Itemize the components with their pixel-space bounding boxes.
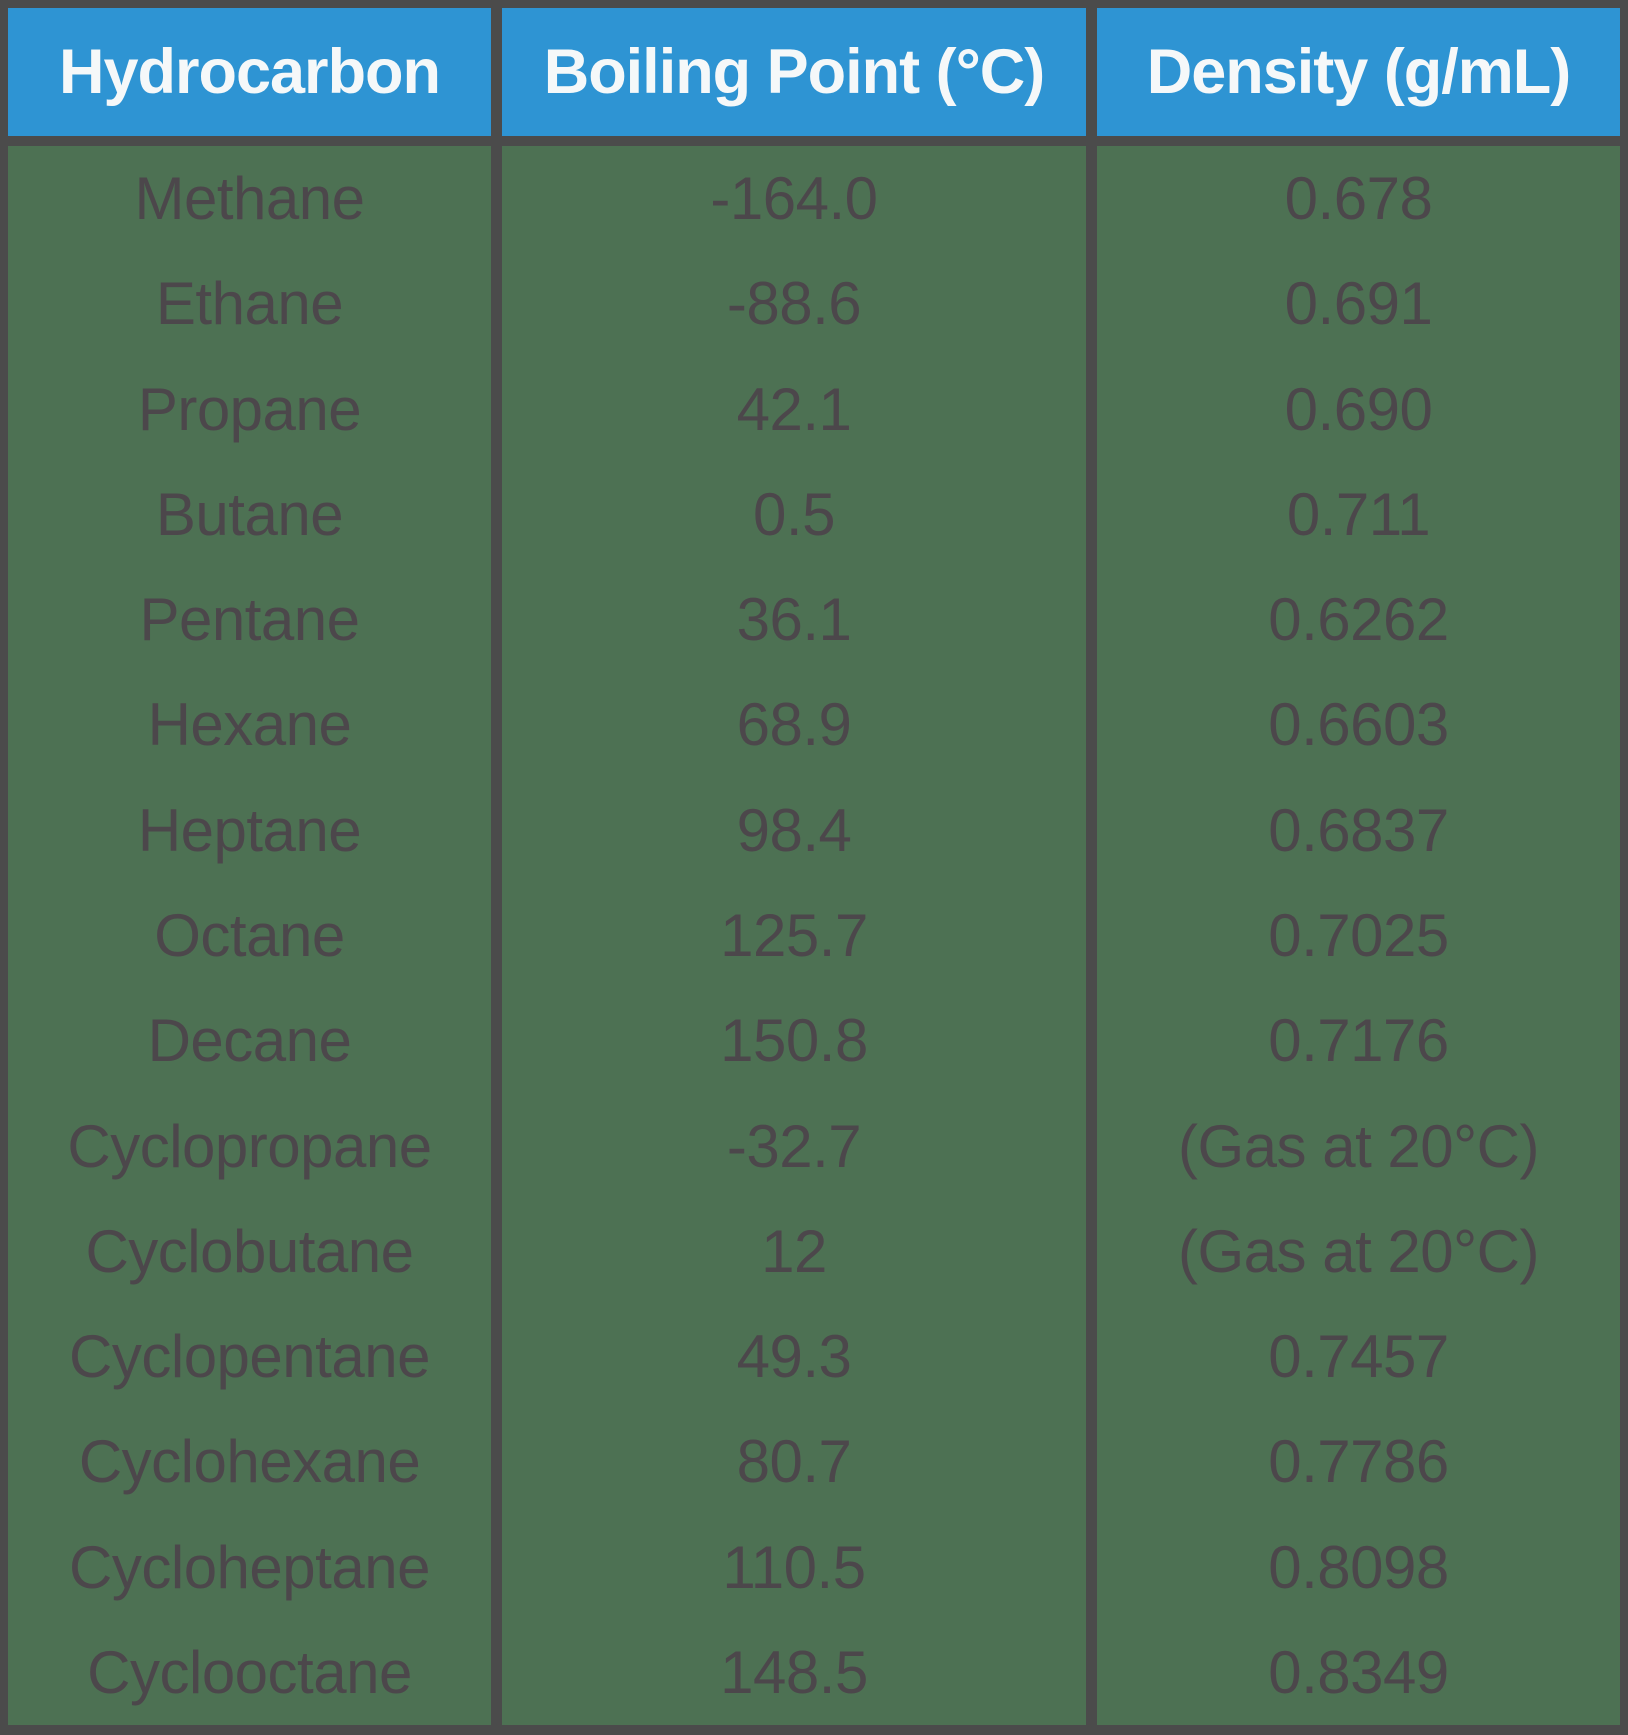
boiling-point-value: 98.4	[736, 796, 852, 864]
boiling-point-value: -32.7	[726, 1112, 862, 1180]
density-value: 0.8349	[1268, 1638, 1449, 1706]
boiling-point-value: -88.6	[726, 270, 862, 338]
boiling-point-value: 150.8	[720, 1007, 868, 1075]
boiling-point-value: 80.7	[736, 1428, 852, 1496]
boiling-point-value: 49.3	[736, 1323, 852, 1391]
hydrocarbon-name: Cyclopentane	[69, 1323, 430, 1391]
hydrocarbon-name: Ethane	[155, 270, 344, 338]
density-value: 0.7176	[1268, 1007, 1449, 1075]
density-value: 0.6262	[1268, 586, 1449, 654]
density-value: 0.7457	[1268, 1323, 1449, 1391]
column-header-boiling-point: Boiling Point (°C)	[502, 8, 1086, 136]
density-column: 0.678 0.691 0.690 0.711 0.6262 0.6603 0.…	[1097, 146, 1620, 1725]
density-value: 0.691	[1284, 270, 1433, 338]
hydrocarbon-name: Hexane	[147, 691, 352, 759]
boiling-point-value: 148.5	[720, 1638, 868, 1706]
hydrocarbon-name: Octane	[154, 901, 345, 969]
density-value: (Gas at 20°C)	[1178, 1217, 1539, 1285]
hydrocarbon-name: Cycloheptane	[69, 1533, 430, 1601]
hydrocarbon-name: Butane	[155, 480, 344, 548]
hydrocarbon-name: Cyclooctane	[87, 1638, 412, 1706]
density-value: 0.7025	[1268, 901, 1449, 969]
boiling-point-value: 12	[761, 1217, 827, 1285]
hydrocarbon-name: Methane	[134, 165, 366, 233]
density-value: (Gas at 20°C)	[1178, 1112, 1539, 1180]
boiling-point-value: 0.5	[753, 480, 835, 548]
hydrocarbon-name: Propane	[137, 375, 362, 443]
boiling-point-value: 36.1	[736, 586, 852, 654]
hydrocarbon-name: Pentane	[139, 586, 360, 654]
boiling-point-value: 68.9	[736, 691, 852, 759]
hydrocarbon-column: Methane Ethane Propane Butane Pentane He…	[8, 146, 491, 1725]
density-value: 0.678	[1284, 165, 1433, 233]
hydrocarbon-name: Cyclobutane	[85, 1217, 414, 1285]
hydrocarbon-name: Cyclohexane	[78, 1428, 421, 1496]
density-value: 0.6837	[1268, 796, 1449, 864]
boiling-point-column: -164.0 -88.6 42.1 0.5 36.1 68.9 98.4 125…	[502, 146, 1086, 1725]
density-value: 0.690	[1284, 375, 1433, 443]
column-header-density: Density (g/mL)	[1097, 8, 1620, 136]
boiling-point-value: -164.0	[710, 165, 878, 233]
column-header-hydrocarbon: Hydrocarbon	[8, 8, 491, 136]
boiling-point-value: 125.7	[720, 901, 868, 969]
hydrocarbon-name: Cyclopropane	[67, 1112, 432, 1180]
density-value: 0.6603	[1268, 691, 1449, 759]
boiling-point-value: 42.1	[736, 375, 852, 443]
hydrocarbon-name: Decane	[147, 1007, 352, 1075]
density-value: 0.711	[1286, 480, 1431, 548]
boiling-point-value: 110.5	[722, 1533, 866, 1601]
hydrocarbon-name: Heptane	[137, 796, 362, 864]
density-value: 0.7786	[1268, 1428, 1449, 1496]
density-value: 0.8098	[1268, 1533, 1449, 1601]
